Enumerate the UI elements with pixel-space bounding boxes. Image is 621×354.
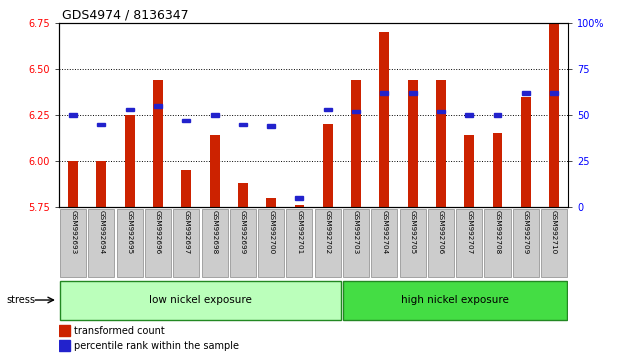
FancyBboxPatch shape [88,209,114,277]
Bar [465,135,474,207]
FancyBboxPatch shape [117,209,143,277]
FancyBboxPatch shape [230,209,256,277]
Text: GSM992704: GSM992704 [381,210,388,254]
FancyBboxPatch shape [428,209,454,277]
Text: GDS4974 / 8136347: GDS4974 / 8136347 [62,9,189,22]
Bar [69,113,77,117]
FancyBboxPatch shape [173,209,199,277]
Text: GSM992694: GSM992694 [99,210,104,254]
Bar [59,340,70,352]
Bar [211,113,219,117]
Text: GSM992700: GSM992700 [268,210,274,254]
FancyBboxPatch shape [371,209,397,277]
FancyBboxPatch shape [258,209,284,277]
Bar [154,104,162,108]
Bar [351,80,361,207]
Text: GSM992703: GSM992703 [353,210,359,254]
Bar [210,135,220,207]
FancyBboxPatch shape [60,281,341,320]
Bar [266,198,276,207]
FancyBboxPatch shape [202,209,228,277]
Bar [521,97,531,207]
Bar [409,91,417,95]
Bar [465,113,473,117]
Bar [381,91,388,95]
FancyBboxPatch shape [286,209,312,277]
Bar [183,119,190,122]
Bar [267,125,275,128]
FancyBboxPatch shape [541,209,567,277]
Text: transformed count: transformed count [75,326,165,336]
FancyBboxPatch shape [343,209,369,277]
Text: GSM992706: GSM992706 [438,210,444,254]
Text: GSM992697: GSM992697 [183,210,189,254]
Bar [126,108,134,111]
Text: percentile rank within the sample: percentile rank within the sample [75,341,239,351]
Text: GSM992699: GSM992699 [240,210,246,254]
Text: low nickel exposure: low nickel exposure [149,295,252,305]
Bar [379,32,389,207]
Bar [239,122,247,126]
Text: GSM992707: GSM992707 [466,210,472,254]
Text: GSM992698: GSM992698 [212,210,217,254]
Text: GSM992702: GSM992702 [325,210,331,254]
FancyBboxPatch shape [315,209,341,277]
FancyBboxPatch shape [145,209,171,277]
Bar [550,91,558,95]
Bar [59,325,70,336]
Text: stress: stress [6,295,35,305]
Bar [153,80,163,207]
Bar [494,113,501,117]
Bar [97,122,106,126]
Text: GSM992693: GSM992693 [70,210,76,254]
FancyBboxPatch shape [343,281,567,320]
FancyBboxPatch shape [399,209,425,277]
Bar [407,80,417,207]
Bar [238,183,248,207]
Bar [522,91,530,95]
Bar [68,161,78,207]
Bar [436,80,446,207]
FancyBboxPatch shape [60,209,86,277]
Bar [96,161,106,207]
Text: GSM992705: GSM992705 [410,210,415,254]
Text: GSM992701: GSM992701 [296,210,302,254]
Bar [437,110,445,113]
FancyBboxPatch shape [456,209,483,277]
Text: GSM992696: GSM992696 [155,210,161,254]
Bar [352,110,360,113]
Text: GSM992695: GSM992695 [127,210,133,254]
Bar [181,170,191,207]
Bar [492,133,502,207]
Bar [323,124,333,207]
Bar [296,196,304,200]
Bar [294,205,304,207]
Text: GSM992710: GSM992710 [551,210,557,254]
Text: GSM992709: GSM992709 [523,210,528,254]
Bar [324,108,332,111]
Text: high nickel exposure: high nickel exposure [401,295,509,305]
FancyBboxPatch shape [484,209,510,277]
Bar [549,23,559,207]
Bar [125,115,135,207]
FancyBboxPatch shape [513,209,539,277]
Text: GSM992708: GSM992708 [494,210,501,254]
